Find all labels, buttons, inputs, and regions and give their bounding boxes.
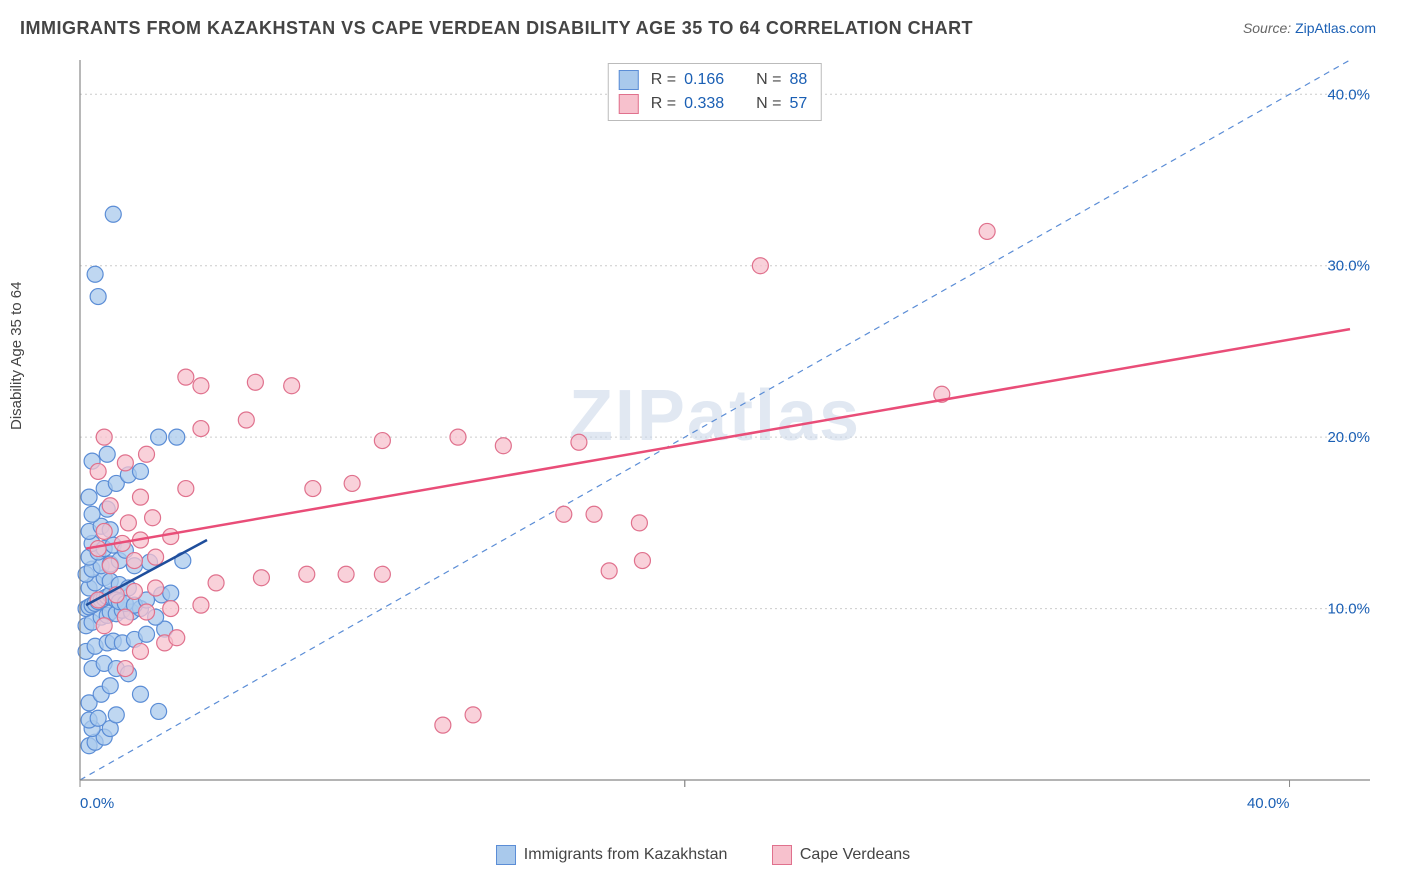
r-label: R = (651, 92, 676, 116)
svg-text:20.0%: 20.0% (1327, 429, 1370, 446)
chart-title: IMMIGRANTS FROM KAZAKHSTAN VS CAPE VERDE… (20, 18, 973, 39)
legend-item-series-2: Cape Verdeans (772, 845, 910, 865)
n-label: N = (756, 92, 781, 116)
n-label: N = (756, 68, 781, 92)
correlation-legend: R = 0.166 N = 88 R = 0.338 N = 57 (608, 63, 822, 121)
scatter-chart-svg: 10.0% 20.0% 30.0% 40.0% ZIPatlas 0.0% 40.0% (50, 60, 1380, 820)
svg-text:30.0%: 30.0% (1327, 258, 1370, 275)
legend-label-2: Cape Verdeans (800, 846, 910, 864)
legend-swatch-1 (496, 845, 516, 865)
n-value: 57 (789, 92, 807, 116)
svg-text:ZIPatlas: ZIPatlas (569, 376, 861, 456)
chart-plot: 10.0% 20.0% 30.0% 40.0% ZIPatlas 0.0% 40.0% R … (50, 60, 1380, 820)
svg-text:40.0%: 40.0% (1247, 795, 1290, 812)
legend-swatch-2 (772, 845, 792, 865)
n-value: 88 (789, 68, 807, 92)
r-value: 0.166 (684, 68, 738, 92)
svg-text:40.0%: 40.0% (1327, 86, 1370, 103)
r-value: 0.338 (684, 92, 738, 116)
legend-swatch-2 (619, 94, 639, 114)
legend-row-series-2: R = 0.338 N = 57 (619, 92, 807, 116)
r-label: R = (651, 68, 676, 92)
source-attribution: Source: ZipAtlas.com (1243, 20, 1376, 36)
legend-item-series-1: Immigrants from Kazakhstan (496, 845, 728, 865)
legend-swatch-1 (619, 70, 639, 90)
legend-row-series-1: R = 0.166 N = 88 (619, 68, 807, 92)
source-label: Source: (1243, 20, 1295, 36)
legend-label-1: Immigrants from Kazakhstan (524, 846, 728, 864)
svg-text:10.0%: 10.0% (1327, 601, 1370, 618)
series-legend: Immigrants from Kazakhstan Cape Verdeans (0, 845, 1406, 870)
svg-text:0.0%: 0.0% (80, 795, 114, 812)
y-axis-label: Disability Age 35 to 64 (8, 282, 25, 430)
source-link[interactable]: ZipAtlas.com (1295, 20, 1376, 36)
